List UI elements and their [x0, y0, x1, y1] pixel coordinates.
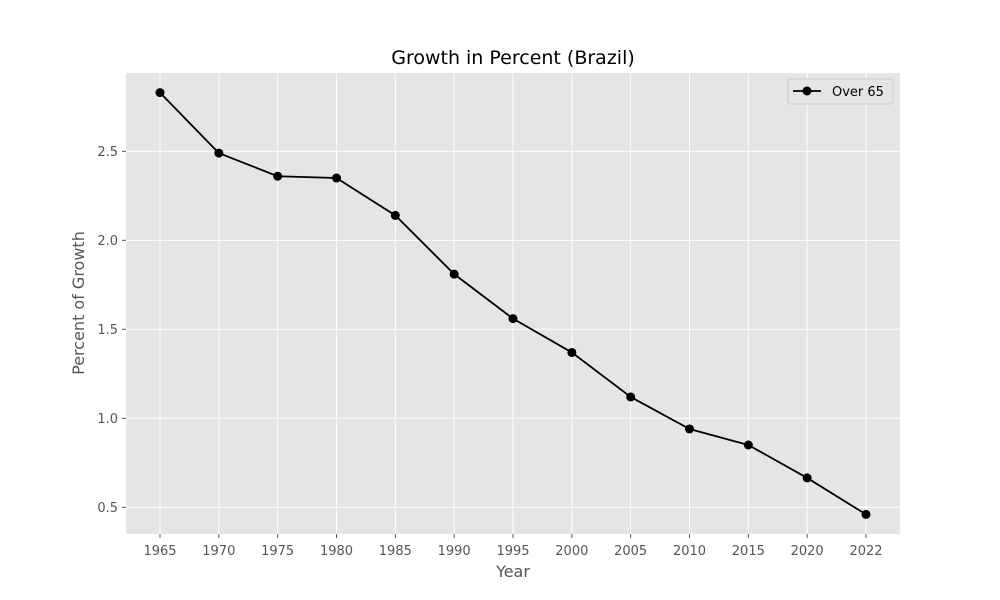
- chart-title: Growth in Percent (Brazil): [391, 47, 635, 69]
- data-point: [626, 392, 636, 402]
- y-tick-label: 1.5: [97, 323, 118, 338]
- y-tick-label: 2.0: [97, 234, 118, 249]
- legend-box: [787, 78, 894, 105]
- x-tick-label: 2020: [791, 544, 824, 559]
- data-point: [802, 473, 812, 483]
- y-axis-label: Percent of Growth: [69, 231, 88, 375]
- data-point: [449, 269, 459, 279]
- data-point: [508, 314, 518, 324]
- x-tick-label: 2000: [555, 544, 588, 559]
- x-tick-label: 2005: [614, 544, 647, 559]
- legend: Over 65: [787, 78, 894, 105]
- x-tick-label: 1975: [261, 544, 294, 559]
- ticks: 1965 1970 1975 1980 1985 1990 1995 2000 2005 2010…: [97, 145, 882, 559]
- series: [155, 88, 871, 519]
- legend-marker: [802, 86, 812, 96]
- x-tick-label: 1995: [496, 544, 529, 559]
- data-point: [390, 210, 400, 220]
- x-axis-label: Year: [495, 562, 530, 581]
- x-tick-label: 2010: [673, 544, 706, 559]
- y-tick-label: 0.5: [97, 501, 118, 516]
- x-tick-label: 1990: [438, 544, 471, 559]
- x-tick-label: 2022: [849, 544, 882, 559]
- data-point: [332, 173, 341, 183]
- data-point: [743, 440, 753, 450]
- data-point: [567, 347, 577, 357]
- x-tick-label: 1985: [379, 544, 412, 559]
- data-point: [273, 171, 283, 181]
- data-point: [861, 509, 871, 519]
- x-tick-label: 1970: [202, 544, 235, 559]
- y-tick-label: 2.5: [97, 145, 118, 160]
- x-tick-label: 1965: [143, 544, 176, 559]
- data-point: [685, 424, 694, 434]
- data-point: [155, 88, 165, 98]
- x-tick-label: 2015: [732, 544, 765, 559]
- legend-label: Over 65: [832, 85, 884, 100]
- grid: [126, 73, 900, 534]
- data-point: [214, 148, 224, 158]
- x-tick-label: 1980: [320, 544, 353, 559]
- y-tick-label: 1.0: [97, 412, 118, 427]
